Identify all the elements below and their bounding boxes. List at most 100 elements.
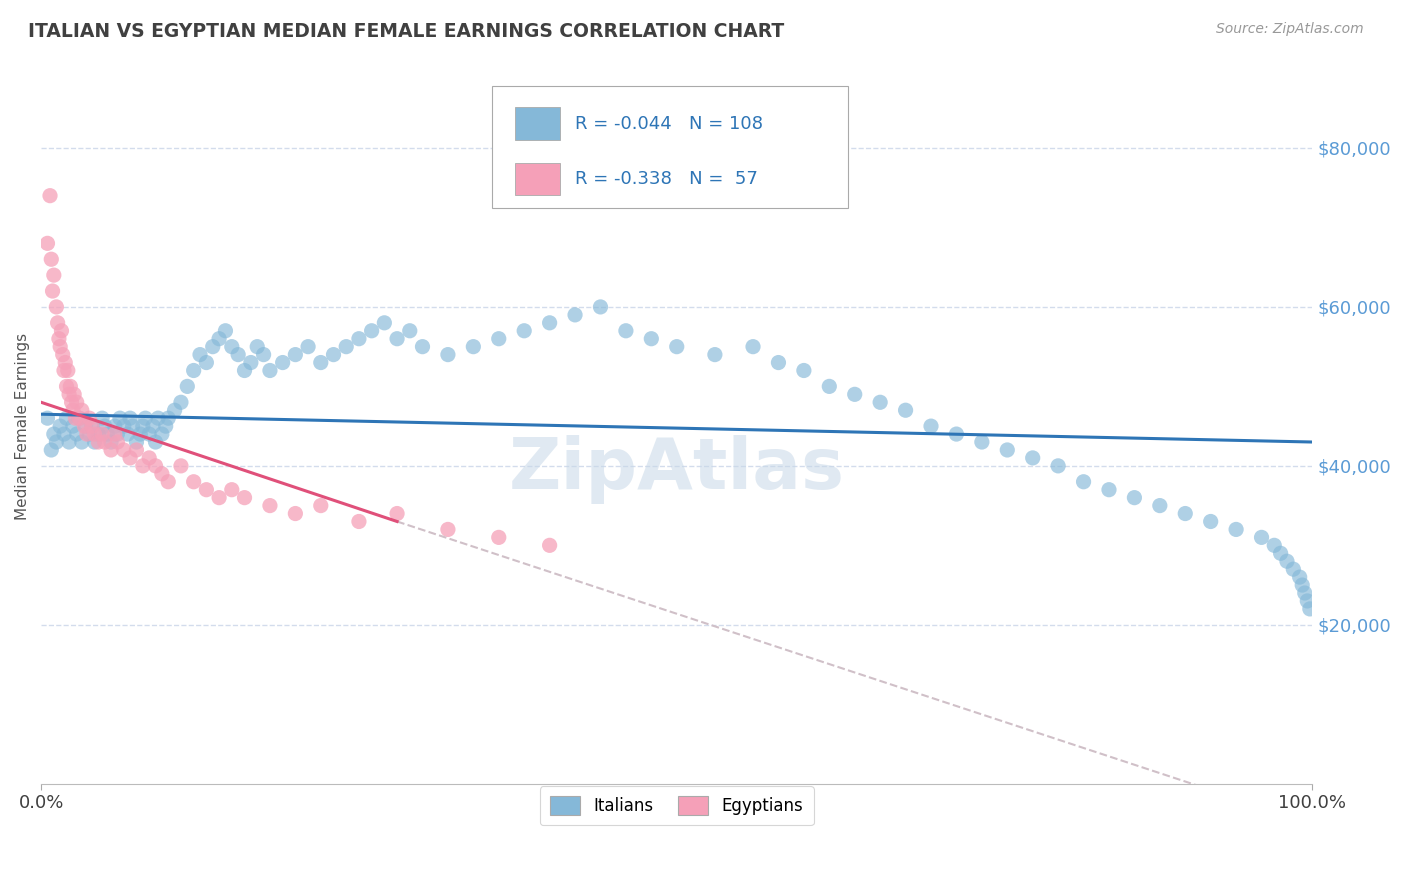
Point: [132, 419, 155, 434]
Point: [385, 507, 408, 521]
Point: [360, 324, 382, 338]
Point: [309, 355, 332, 369]
Point: [112, 419, 135, 434]
Point: [1294, 586, 1316, 600]
Point: [385, 332, 408, 346]
Point: [284, 348, 307, 362]
Point: [150, 427, 173, 442]
FancyBboxPatch shape: [515, 163, 560, 195]
Point: [142, 419, 165, 434]
Point: [488, 530, 510, 544]
Point: [76, 427, 98, 442]
Point: [46, 316, 69, 330]
Point: [104, 419, 127, 434]
Point: [42, 268, 65, 282]
Point: [75, 419, 97, 434]
Point: [100, 442, 122, 457]
Point: [134, 411, 156, 425]
Point: [347, 515, 370, 529]
Point: [157, 475, 180, 489]
Point: [259, 499, 281, 513]
Point: [463, 340, 485, 354]
Point: [894, 403, 917, 417]
Point: [195, 483, 218, 497]
Point: [120, 450, 142, 465]
Point: [62, 419, 84, 434]
Point: [163, 403, 186, 417]
Point: [112, 442, 135, 457]
Point: [117, 427, 139, 442]
Point: [53, 427, 76, 442]
Point: [176, 379, 198, 393]
Point: [52, 348, 75, 362]
Text: R = -0.338   N =  57: R = -0.338 N = 57: [575, 170, 758, 188]
Point: [37, 236, 59, 251]
Point: [1149, 499, 1171, 513]
Point: [67, 411, 90, 425]
Point: [79, 411, 101, 425]
Point: [844, 387, 866, 401]
Point: [239, 355, 262, 369]
Point: [1291, 578, 1313, 592]
Point: [768, 355, 790, 369]
Point: [96, 427, 118, 442]
Point: [614, 324, 637, 338]
Point: [79, 427, 101, 442]
Point: [121, 419, 143, 434]
FancyBboxPatch shape: [492, 87, 848, 208]
Point: [53, 355, 76, 369]
Point: [129, 427, 152, 442]
Point: [157, 411, 180, 425]
Point: [201, 340, 224, 354]
Point: [945, 427, 967, 442]
Point: [93, 435, 115, 450]
Legend: Italians, Egyptians: Italians, Egyptians: [540, 786, 814, 825]
Point: [188, 348, 211, 362]
Point: [132, 458, 155, 473]
Point: [1250, 530, 1272, 544]
Point: [41, 284, 63, 298]
Point: [53, 363, 76, 377]
Point: [93, 419, 115, 434]
Point: [125, 442, 148, 457]
Point: [58, 387, 80, 401]
Point: [970, 435, 993, 450]
Point: [373, 316, 395, 330]
Point: [1174, 507, 1197, 521]
Point: [66, 427, 89, 442]
Point: [45, 300, 67, 314]
Point: [221, 340, 243, 354]
Point: [104, 427, 127, 442]
Point: [437, 348, 460, 362]
Point: [145, 458, 167, 473]
Text: R = -0.044   N = 108: R = -0.044 N = 108: [575, 114, 763, 133]
Point: [195, 355, 218, 369]
Point: [49, 340, 72, 354]
Point: [233, 491, 256, 505]
Point: [138, 450, 160, 465]
Point: [83, 427, 105, 442]
Point: [703, 348, 725, 362]
Point: [309, 499, 332, 513]
Point: [1098, 483, 1121, 497]
Point: [150, 467, 173, 481]
Point: [284, 507, 307, 521]
Point: [37, 411, 59, 425]
Point: [87, 435, 110, 450]
Point: [538, 538, 561, 552]
Point: [818, 379, 841, 393]
Point: [80, 419, 103, 434]
Point: [91, 427, 114, 442]
Point: [108, 411, 131, 425]
Point: [63, 387, 86, 401]
Point: [42, 427, 65, 442]
Point: [1123, 491, 1146, 505]
Point: [70, 435, 93, 450]
Point: [49, 419, 72, 434]
Point: [1073, 475, 1095, 489]
Point: [146, 411, 169, 425]
Point: [70, 403, 93, 417]
Point: [55, 379, 77, 393]
Point: [665, 340, 688, 354]
Text: ZipAtlas: ZipAtlas: [509, 434, 845, 504]
